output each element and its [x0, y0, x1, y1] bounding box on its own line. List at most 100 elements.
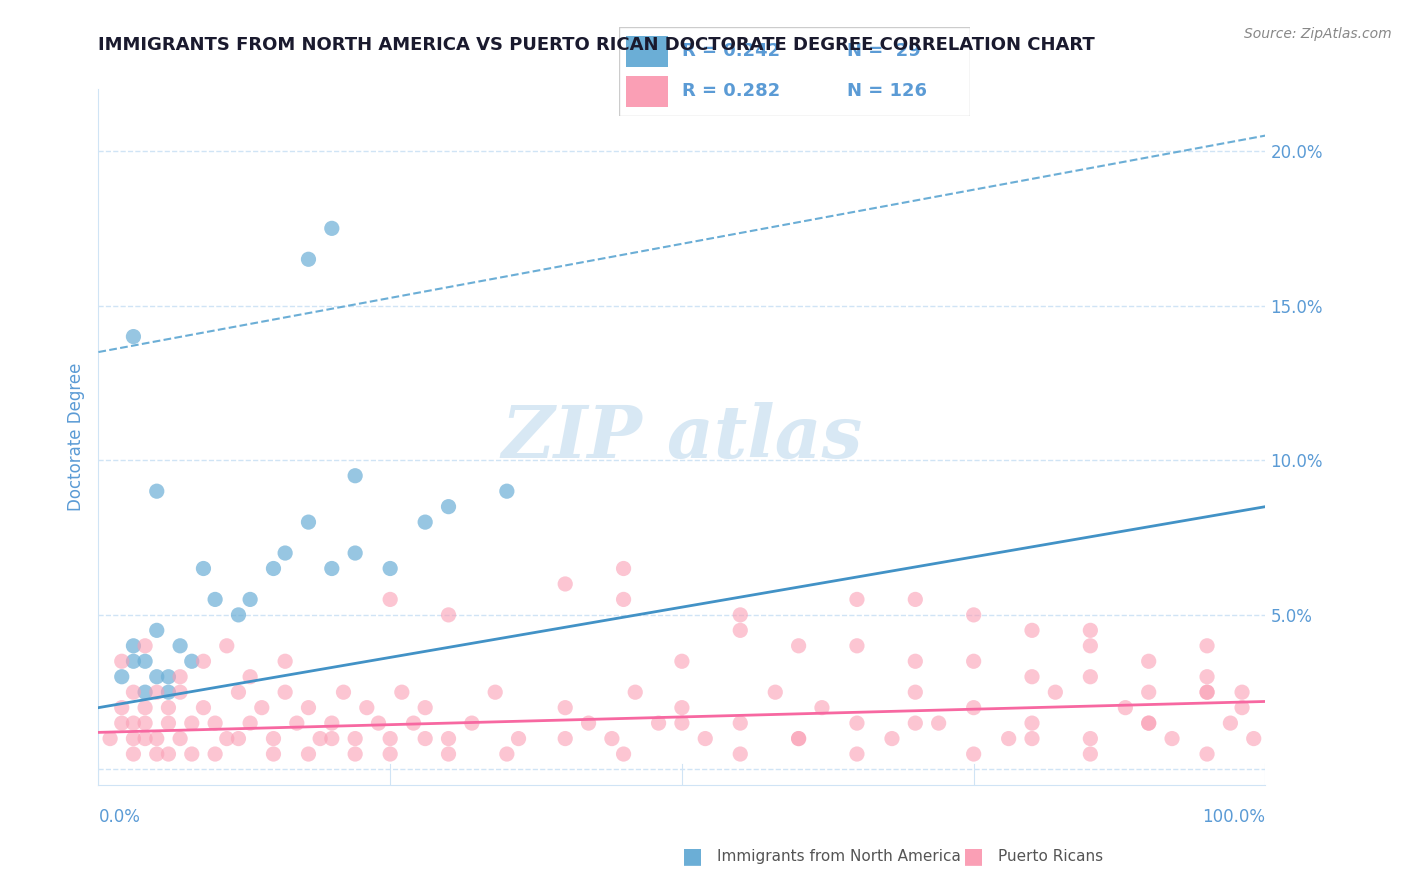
- Point: [612, 592, 634, 607]
- Point: [928, 716, 950, 731]
- Point: [962, 607, 984, 622]
- Point: [554, 700, 576, 714]
- Point: [146, 685, 169, 699]
- Point: [321, 731, 343, 746]
- Point: [1137, 716, 1160, 731]
- Point: [111, 670, 134, 684]
- Point: [180, 716, 202, 731]
- Text: 100.0%: 100.0%: [1202, 808, 1265, 826]
- Point: [1045, 685, 1067, 699]
- Point: [1195, 639, 1218, 653]
- Point: [262, 731, 284, 746]
- Point: [413, 515, 436, 529]
- Point: [904, 685, 927, 699]
- Text: R = 0.282: R = 0.282: [682, 82, 780, 100]
- Point: [1080, 639, 1102, 653]
- Point: [157, 716, 180, 731]
- Point: [157, 685, 180, 699]
- Point: [239, 670, 262, 684]
- Point: [1021, 670, 1043, 684]
- Point: [1137, 685, 1160, 699]
- Point: [111, 716, 134, 731]
- Point: [215, 731, 238, 746]
- Point: [297, 700, 319, 714]
- Text: Source: ZipAtlas.com: Source: ZipAtlas.com: [1244, 27, 1392, 41]
- Point: [297, 515, 319, 529]
- Point: [122, 639, 145, 653]
- Point: [134, 731, 156, 746]
- Point: [215, 639, 238, 653]
- Point: [1021, 731, 1043, 746]
- Point: [274, 654, 297, 668]
- Point: [169, 670, 191, 684]
- Point: [1080, 624, 1102, 638]
- Point: [730, 607, 752, 622]
- Point: [134, 700, 156, 714]
- Point: [122, 654, 145, 668]
- Point: [730, 716, 752, 731]
- Point: [461, 716, 484, 731]
- Point: [962, 747, 984, 761]
- Point: [321, 221, 343, 235]
- Point: [356, 700, 378, 714]
- Text: ■: ■: [963, 847, 984, 866]
- Text: ZIP atlas: ZIP atlas: [502, 401, 862, 473]
- Point: [1080, 670, 1102, 684]
- Point: [904, 716, 927, 731]
- Point: [495, 484, 517, 499]
- Point: [413, 700, 436, 714]
- Point: [344, 731, 367, 746]
- Point: [1195, 685, 1218, 699]
- Point: [204, 592, 226, 607]
- Point: [495, 747, 517, 761]
- Point: [193, 654, 215, 668]
- Point: [239, 592, 262, 607]
- Point: [169, 731, 191, 746]
- Point: [730, 624, 752, 638]
- Point: [554, 577, 576, 591]
- Point: [1195, 747, 1218, 761]
- Point: [484, 685, 506, 699]
- Point: [1137, 654, 1160, 668]
- Point: [344, 546, 367, 560]
- Point: [1161, 731, 1184, 746]
- Point: [904, 592, 927, 607]
- Text: ■: ■: [682, 847, 703, 866]
- Point: [157, 700, 180, 714]
- Point: [157, 670, 180, 684]
- Text: R = 0.242: R = 0.242: [682, 42, 780, 60]
- Point: [880, 731, 903, 746]
- Point: [180, 654, 202, 668]
- Point: [671, 700, 693, 714]
- Point: [962, 700, 984, 714]
- Point: [297, 252, 319, 267]
- Point: [169, 639, 191, 653]
- Point: [391, 685, 413, 699]
- Point: [239, 716, 262, 731]
- Point: [111, 700, 134, 714]
- Point: [146, 484, 169, 499]
- Point: [134, 716, 156, 731]
- Point: [122, 716, 145, 731]
- Point: [122, 747, 145, 761]
- Point: [1195, 670, 1218, 684]
- Text: Immigrants from North America: Immigrants from North America: [717, 849, 960, 863]
- Point: [1230, 685, 1253, 699]
- Point: [413, 731, 436, 746]
- Point: [997, 731, 1019, 746]
- FancyBboxPatch shape: [626, 76, 668, 107]
- Point: [578, 716, 600, 731]
- Point: [1243, 731, 1265, 746]
- Y-axis label: Doctorate Degree: Doctorate Degree: [66, 363, 84, 511]
- Point: [437, 747, 460, 761]
- Point: [146, 670, 169, 684]
- Text: Puerto Ricans: Puerto Ricans: [998, 849, 1104, 863]
- Point: [122, 329, 145, 343]
- Point: [845, 592, 868, 607]
- Point: [285, 716, 308, 731]
- Point: [763, 685, 786, 699]
- Point: [274, 685, 297, 699]
- Point: [402, 716, 425, 731]
- Point: [228, 731, 250, 746]
- Point: [787, 731, 810, 746]
